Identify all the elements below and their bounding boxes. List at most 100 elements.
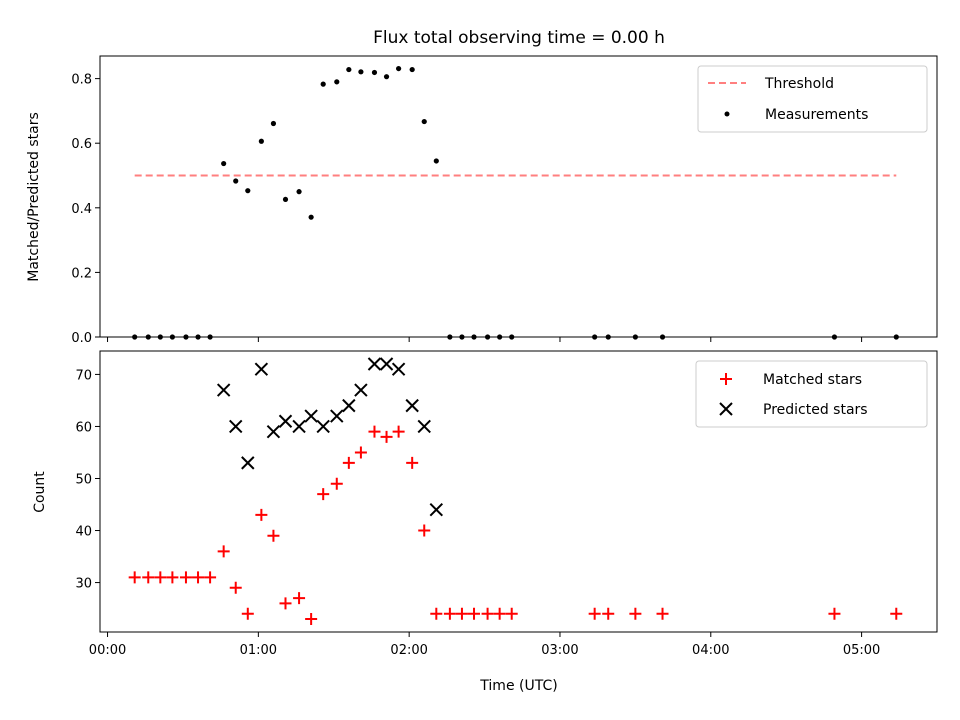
top-plot-panel: 0.00.20.40.60.8 Matched/Predicted stars … [26, 55, 938, 346]
measurement-point [320, 81, 326, 87]
matched-star-point [505, 607, 518, 620]
matched-star-point [380, 430, 393, 443]
matched-star-point [430, 607, 443, 620]
predicted-star-point [278, 414, 293, 428]
matched-star-point [455, 607, 468, 620]
predicted-star-point [229, 419, 243, 434]
top-y-tick-label: 0.2 [71, 266, 92, 281]
matched-star-point [656, 607, 669, 620]
matched-star-point [128, 571, 141, 584]
matched-star-point [418, 524, 431, 537]
matched-star-point [368, 425, 381, 438]
predicted-star-point [379, 357, 394, 371]
bottom-legend-box [695, 360, 928, 428]
measurements-legend-swatch [724, 111, 730, 117]
matched-star-point [468, 607, 481, 620]
measurement-point [421, 118, 427, 125]
matched-stars-points-group [128, 425, 903, 625]
predicted-star-point [367, 357, 382, 371]
matched-star-point [229, 581, 242, 594]
predicted-star-point [216, 383, 231, 397]
measurement-point [282, 196, 289, 203]
measurement-point [245, 188, 251, 194]
matched-star-point [293, 592, 306, 605]
matched-star-point [588, 607, 601, 620]
x-tick-label: 01:00 [240, 643, 277, 658]
matched-star-point [342, 456, 355, 469]
measurement-point [409, 66, 415, 73]
matched-star-point [142, 571, 155, 584]
x-tick-label: 03:00 [541, 643, 578, 658]
x-axis-label: Time (UTC) [479, 678, 557, 694]
predicted-star-point [354, 383, 368, 397]
matched-star-point [305, 612, 318, 625]
bottom-y-tick-label: 60 [75, 420, 92, 435]
matched-star-point [392, 425, 405, 438]
matched-star-point [255, 508, 268, 521]
bottom-plot-frame [99, 350, 938, 633]
measurement-point [346, 66, 352, 73]
measurement-point [396, 65, 402, 72]
predicted-star-point [266, 424, 281, 439]
matched-stars-legend-swatch [720, 373, 732, 385]
matched-star-point [241, 607, 254, 620]
predicted-star-point [405, 398, 419, 413]
measurement-point [358, 69, 364, 75]
top-y-tick-label: 0.0 [71, 331, 92, 346]
threshold-legend-label: Threshold [764, 76, 834, 92]
matched-star-point [828, 607, 841, 620]
x-tick-label: 04:00 [692, 643, 729, 658]
measurement-point [433, 158, 439, 164]
measurement-point [221, 160, 227, 167]
top-y-tick-label: 0.6 [71, 137, 92, 152]
top-legend: Threshold Measurements [697, 65, 928, 133]
predicted-star-point [241, 456, 255, 470]
bottom-y-tick-label: 70 [75, 368, 92, 383]
chart-title: Flux total observing time = 0.00 h [373, 28, 665, 48]
matched-star-point [406, 456, 419, 469]
bottom-ticks-group: 30 40 50 60 70 00:00 01:00 02:00 03:00 04:00 05:00 [75, 368, 880, 658]
matched-stars-legend-label: Matched stars [763, 372, 862, 388]
top-y-tick-label: 0.8 [71, 73, 92, 88]
top-ticks-group: 0.0 0.2 0.4 0.6 0.8 [71, 73, 863, 346]
measurements-legend-label: Measurements [765, 107, 868, 123]
predicted-star-point [304, 409, 318, 423]
top-legend-box [697, 65, 928, 133]
measurement-point [258, 138, 264, 144]
measurement-point [334, 79, 340, 85]
top-plot-frame [99, 55, 938, 338]
predicted-stars-points-group [216, 357, 444, 517]
matched-star-point [267, 529, 280, 542]
matched-star-point [443, 607, 456, 620]
predicted-stars-legend-label: Predicted stars [763, 402, 868, 418]
measurement-point [270, 120, 277, 127]
matched-star-point [217, 545, 230, 558]
predicted-stars-legend-swatch [719, 402, 733, 416]
predicted-star-point [429, 503, 444, 517]
matched-star-point [192, 571, 205, 584]
predicted-star-point [417, 419, 431, 434]
top-y-tick-label: 0.4 [71, 202, 92, 217]
measurement-point [308, 214, 314, 220]
matched-star-point [629, 607, 642, 620]
matched-star-point [330, 477, 343, 490]
matched-star-point [481, 607, 494, 620]
predicted-star-point [342, 398, 356, 413]
matched-star-point [179, 571, 192, 584]
predicted-star-point [391, 362, 406, 376]
matched-star-point [166, 571, 179, 584]
matched-star-point [602, 607, 615, 620]
predicted-star-point [254, 362, 269, 376]
measurement-point [383, 74, 390, 80]
measurement-point [296, 189, 302, 195]
x-tick-label: 02:00 [390, 643, 427, 658]
bottom-y-tick-label: 40 [75, 525, 92, 540]
bottom-y-tick-label: 50 [75, 472, 92, 487]
predicted-star-point [292, 419, 306, 434]
matched-star-point [493, 607, 506, 620]
matched-star-point [890, 607, 903, 620]
measurement-point [233, 178, 239, 184]
matched-star-point [204, 571, 217, 584]
matched-star-point [279, 597, 292, 610]
